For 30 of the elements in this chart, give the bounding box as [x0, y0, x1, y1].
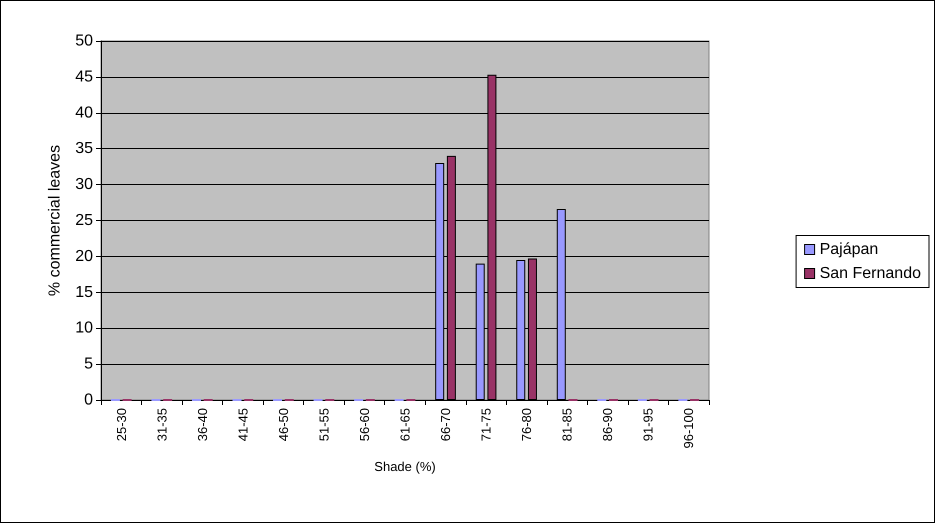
x-tick-label: 71-75	[478, 408, 494, 442]
y-tick-label: 40	[75, 104, 94, 122]
y-tick-label: 0	[84, 392, 94, 408]
legend-label: Pajápan	[820, 241, 878, 258]
y-tick-label: 25	[75, 212, 94, 229]
x-tick-label: 61-65	[398, 408, 412, 442]
x-tick-label: 25-30	[114, 408, 129, 442]
x-tick-label: 31-35	[154, 408, 170, 442]
x-tick-label: 56-60	[356, 408, 372, 442]
y-tick-label: 15	[75, 284, 94, 301]
y-tick-label: 10	[75, 320, 94, 337]
x-tick-label: 36-40	[194, 408, 210, 442]
y-tick-label: 30	[75, 176, 94, 194]
x-tick-label: 91-95	[640, 408, 656, 442]
y-tick-label: 5	[84, 356, 94, 373]
y-tick-label: 35	[75, 140, 94, 158]
x-tick-label: 76-80	[519, 408, 534, 442]
x-tick-label: 46-50	[276, 408, 291, 442]
x-axis-title: Shade (%)	[374, 459, 436, 474]
x-tick-label: 81-85	[560, 408, 575, 442]
legend-label: San Fernando	[820, 265, 922, 282]
x-tick-label: 41-45	[235, 408, 250, 442]
y-tick-label: 45	[75, 68, 94, 86]
x-tick-label: 86-90	[600, 408, 616, 442]
y-tick-label: 50	[75, 32, 94, 50]
x-tick-label: 96-100	[681, 408, 696, 448]
x-tick-label: 66-70	[438, 408, 454, 442]
y-tick-label: 20	[75, 248, 94, 265]
y-axis-title: % commercial leaves	[46, 144, 64, 296]
x-tick-label: 51-55	[316, 408, 332, 442]
